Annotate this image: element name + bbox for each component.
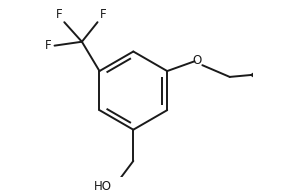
Text: O: O: [193, 54, 202, 67]
Text: F: F: [56, 8, 62, 21]
Text: F: F: [99, 8, 106, 21]
Text: HO: HO: [94, 180, 112, 192]
Text: F: F: [45, 39, 52, 52]
